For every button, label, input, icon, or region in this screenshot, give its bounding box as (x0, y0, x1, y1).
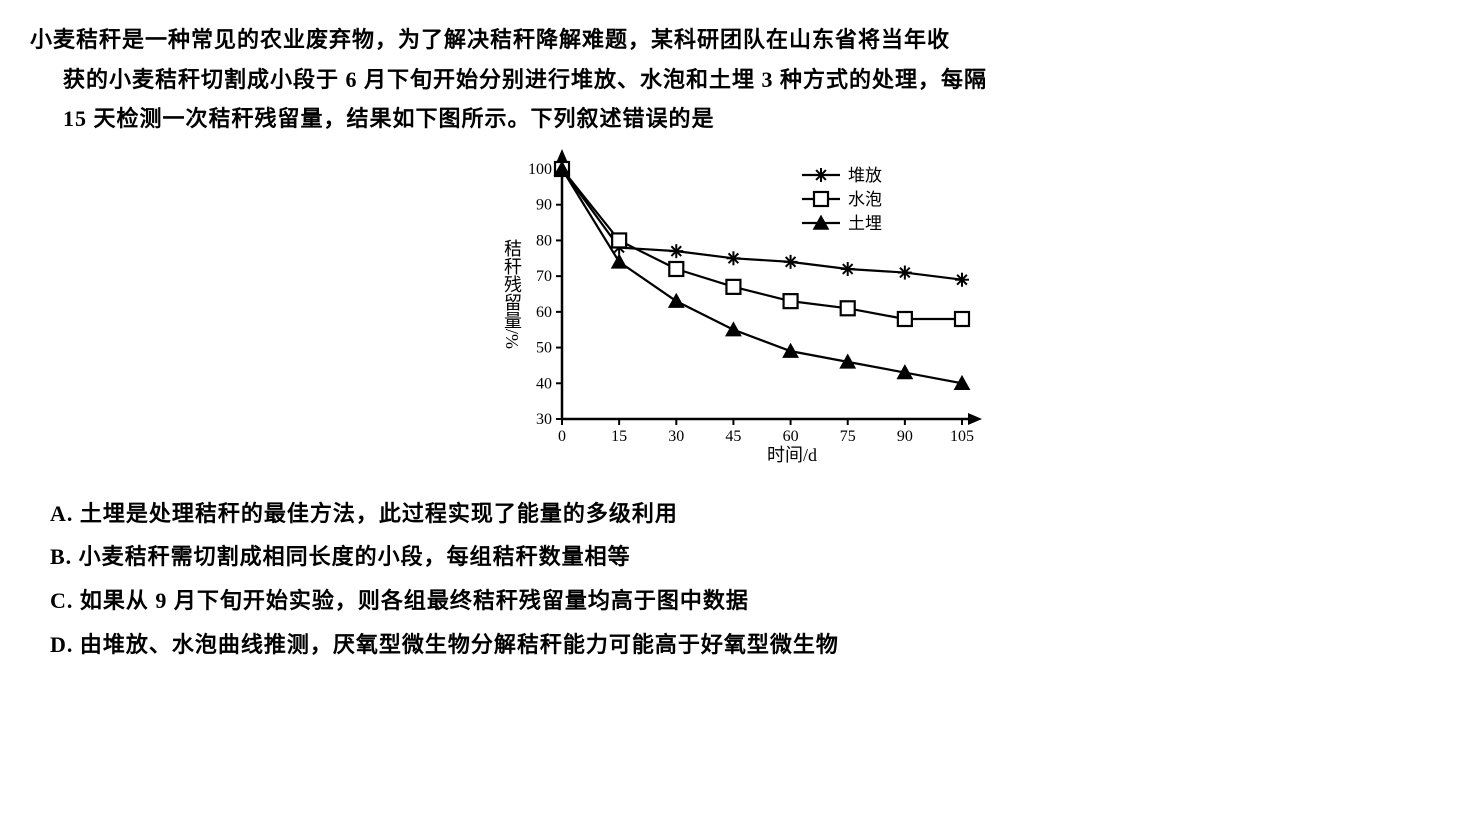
stem-line1: 小麦秸秆是一种常见的农业废弃物，为了解决秸秆降解难题，某科研团队在山东省将当年收 (30, 27, 950, 52)
svg-text:30: 30 (536, 411, 552, 428)
option-a: A. 土埋是处理秸秆的最佳方法，此过程实现了能量的多级利用 (50, 494, 1453, 534)
svg-text:100: 100 (528, 161, 552, 178)
svg-text:90: 90 (536, 196, 552, 213)
option-c: C. 如果从 9 月下旬开始实验，则各组最终秸秆残留量均高于图中数据 (50, 581, 1453, 621)
svg-text:堆放: 堆放 (848, 166, 882, 185)
svg-text:秸秆残留量/%: 秸秆残留量/% (502, 239, 522, 349)
option-b: B. 小麦秸秆需切割成相同长度的小段，每组秸秆数量相等 (50, 537, 1453, 577)
svg-text:70: 70 (536, 268, 552, 285)
svg-text:土埋: 土埋 (848, 214, 882, 233)
svg-text:0: 0 (558, 428, 566, 445)
svg-text:60: 60 (536, 304, 552, 321)
svg-text:60: 60 (782, 428, 798, 445)
stem-line3: 15 天检测一次秸秆残留量，结果如下图所示。下列叙述错误的是 (30, 99, 1453, 139)
svg-text:40: 40 (536, 375, 552, 392)
svg-text:45: 45 (725, 428, 741, 445)
option-d: D. 由堆放、水泡曲线推测，厌氧型微生物分解秸秆能力可能高于好氧型微生物 (50, 625, 1453, 665)
svg-text:水泡: 水泡 (848, 190, 882, 209)
line-chart: 0 15 30 45 60 75 90 105 30 40 50 60 70 80 90 100 时间/d 秸秆残… (482, 149, 1002, 479)
svg-text:30: 30 (668, 428, 684, 445)
svg-text:50: 50 (536, 339, 552, 356)
svg-text:105: 105 (950, 428, 974, 445)
svg-text:75: 75 (839, 428, 855, 445)
svg-text:15: 15 (611, 428, 627, 445)
chart-container: 0 15 30 45 60 75 90 105 30 40 50 60 70 80 90 100 时间/d 秸秆残… (30, 149, 1453, 479)
stem-line2: 获的小麦秸秆切割成小段于 6 月下旬开始分别进行堆放、水泡和土埋 3 种方式的处… (30, 60, 1453, 100)
svg-text:时间/d: 时间/d (766, 445, 816, 465)
question-stem: 小麦秸秆是一种常见的农业废弃物，为了解决秸秆降解难题，某科研团队在山东省将当年收… (30, 20, 1453, 139)
options-list: A. 土埋是处理秸秆的最佳方法，此过程实现了能量的多级利用 B. 小麦秸秆需切割… (30, 494, 1453, 664)
svg-text:90: 90 (896, 428, 912, 445)
svg-text:80: 80 (536, 232, 552, 249)
